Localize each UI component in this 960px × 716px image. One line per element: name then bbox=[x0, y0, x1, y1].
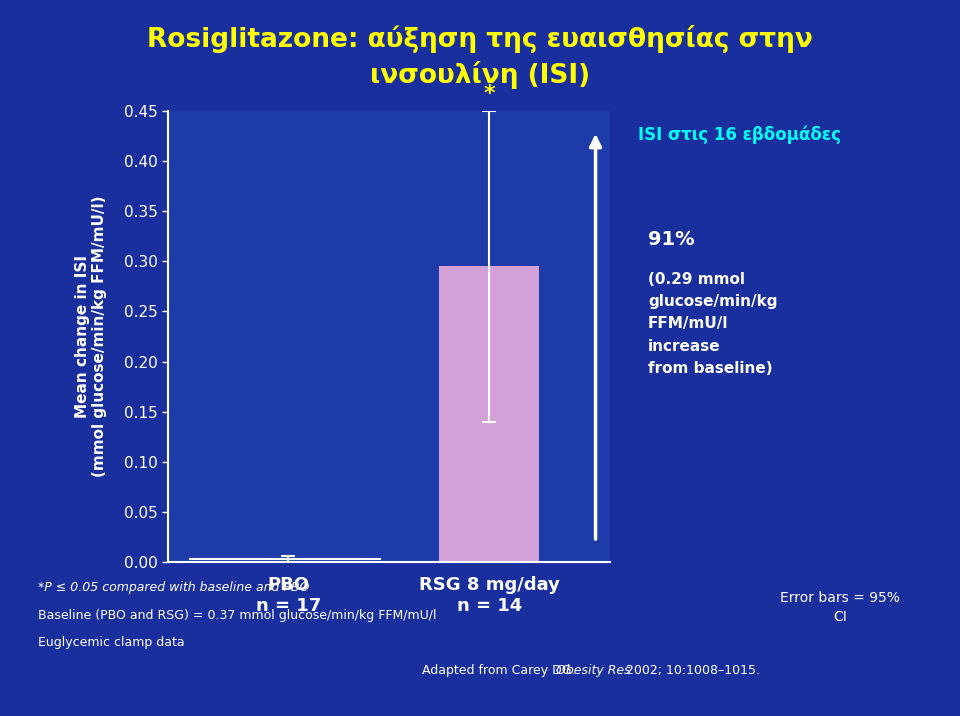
Y-axis label: Mean change in ISI
(mmol glucose/min/kg FFM/mU/l): Mean change in ISI (mmol glucose/min/kg … bbox=[75, 195, 108, 478]
Text: ISI στις 16 εβδομάδες: ISI στις 16 εβδομάδες bbox=[638, 125, 841, 144]
Text: *: * bbox=[483, 84, 495, 104]
Text: 2002; 10:1008–1015.: 2002; 10:1008–1015. bbox=[622, 664, 760, 677]
Text: Adapted from Carey DG.: Adapted from Carey DG. bbox=[422, 664, 580, 677]
Text: ινσουλίνη (ISI): ινσουλίνη (ISI) bbox=[370, 61, 590, 89]
Text: (0.29 mmol
glucose/min/kg
FFM/mU/l
increase
from baseline): (0.29 mmol glucose/min/kg FFM/mU/l incre… bbox=[648, 272, 778, 376]
Bar bbox=[439, 266, 540, 562]
Text: *P ≤ 0.05 compared with baseline and PBO: *P ≤ 0.05 compared with baseline and PBO bbox=[38, 581, 310, 594]
Bar bbox=[238, 559, 339, 562]
Text: Rosiglitazone: αύξηση της ευαισθησίας στην: Rosiglitazone: αύξηση της ευαισθησίας στ… bbox=[147, 25, 813, 53]
Text: Baseline (PBO and RSG) = 0.37 mmol glucose/min/kg FFM/mU/l: Baseline (PBO and RSG) = 0.37 mmol gluco… bbox=[38, 609, 437, 621]
Text: 91%: 91% bbox=[648, 231, 695, 249]
Text: Euglycemic clamp data: Euglycemic clamp data bbox=[38, 636, 185, 649]
Text: Error bars = 95%
CI: Error bars = 95% CI bbox=[780, 591, 900, 624]
Text: Obesity Res: Obesity Res bbox=[556, 664, 631, 677]
